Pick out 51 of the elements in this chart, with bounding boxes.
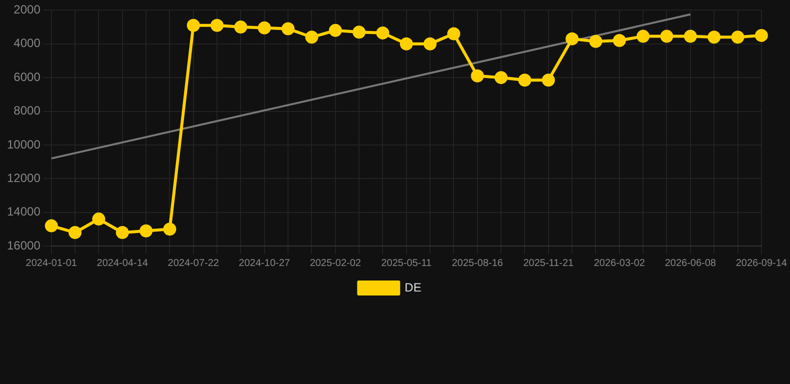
point	[684, 30, 697, 43]
point	[447, 27, 460, 40]
point	[589, 34, 602, 48]
x-tick-label: 2024-04-14	[96, 258, 148, 269]
point	[470, 69, 484, 82]
point	[234, 20, 248, 34]
x-tick-label: 2025-08-16	[452, 258, 504, 269]
point	[542, 74, 555, 87]
y-tick-label: 14000	[6, 204, 41, 219]
point	[660, 30, 674, 43]
point	[258, 21, 271, 34]
legend-label: DE	[404, 280, 422, 294]
point	[708, 30, 721, 44]
point	[44, 219, 58, 232]
point	[518, 74, 532, 87]
point	[140, 224, 153, 238]
x-tick-label: 2025-11-21	[523, 258, 574, 269]
x-tick-label: 2026-03-02	[594, 258, 646, 269]
x-tick-label: 2025-05-11	[381, 258, 432, 269]
point	[636, 30, 650, 43]
y-tick-label: 8000	[14, 104, 41, 118]
point	[400, 37, 413, 50]
x-tick-label: 2026-06-08	[664, 258, 716, 269]
point	[494, 71, 508, 84]
y-tick-label: 4000	[14, 36, 41, 50]
x-tick-label: 2024-10-27	[238, 258, 290, 269]
y-tick-label: 2000	[14, 2, 41, 17]
point	[376, 26, 390, 40]
point	[163, 222, 176, 236]
x-tick-label: 2025-02-02	[310, 258, 362, 269]
y-tick-label: 16000	[6, 238, 41, 252]
point	[282, 22, 295, 36]
x-tick-label: 2026-09-14	[736, 258, 788, 269]
point	[116, 226, 129, 240]
point	[210, 18, 224, 32]
point	[566, 32, 579, 46]
point	[328, 24, 342, 37]
point	[68, 226, 82, 240]
point	[305, 30, 318, 44]
point	[186, 18, 200, 32]
point	[612, 34, 626, 48]
y-tick-label: 10000	[6, 137, 41, 152]
x-tick-label: 2024-01-01	[26, 258, 78, 269]
y-tick-label: 12000	[6, 170, 41, 185]
point	[731, 30, 744, 44]
y-tick-label: 6000	[14, 70, 41, 84]
x-tick-label: 2024-07-22	[168, 258, 220, 269]
point	[352, 26, 366, 39]
point	[424, 37, 437, 50]
point	[754, 28, 768, 42]
point	[92, 212, 106, 226]
